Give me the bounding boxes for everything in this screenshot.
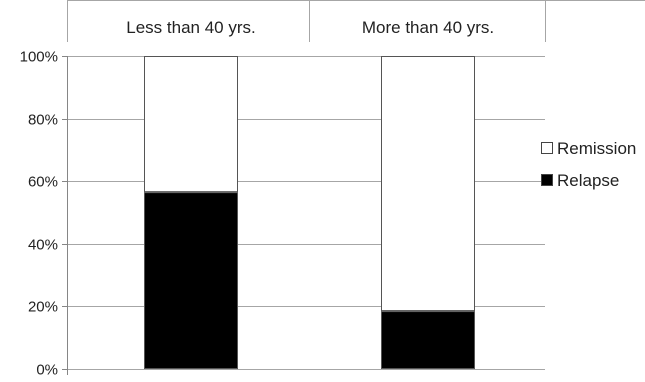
bar-remission-1 xyxy=(145,57,238,192)
category-label: More than 40 yrs. xyxy=(362,18,494,37)
legend: Remission Relapse xyxy=(542,139,637,190)
y-tick-label: 100% xyxy=(20,49,58,66)
bar-relapse-1 xyxy=(145,193,238,369)
legend-label-remission: Remission xyxy=(557,139,636,158)
legend-swatch-remission xyxy=(542,143,553,154)
y-tick-label: 0% xyxy=(36,362,58,379)
category-label: Less than 40 yrs. xyxy=(126,18,255,37)
bar-remission-2 xyxy=(382,57,475,311)
y-tick-label: 80% xyxy=(28,112,58,129)
legend-swatch-relapse xyxy=(542,175,553,186)
y-tick-label: 60% xyxy=(28,174,58,191)
legend-label-relapse: Relapse xyxy=(557,171,619,190)
y-axis: 0% 20% 40% 60% 80% 100% xyxy=(20,49,68,379)
bars xyxy=(145,57,475,369)
bar-relapse-2 xyxy=(382,312,475,369)
y-tick-label: 20% xyxy=(28,299,58,316)
y-tick-label: 40% xyxy=(28,237,58,254)
category-header: Less than 40 yrs. More than 40 yrs. xyxy=(67,0,645,42)
